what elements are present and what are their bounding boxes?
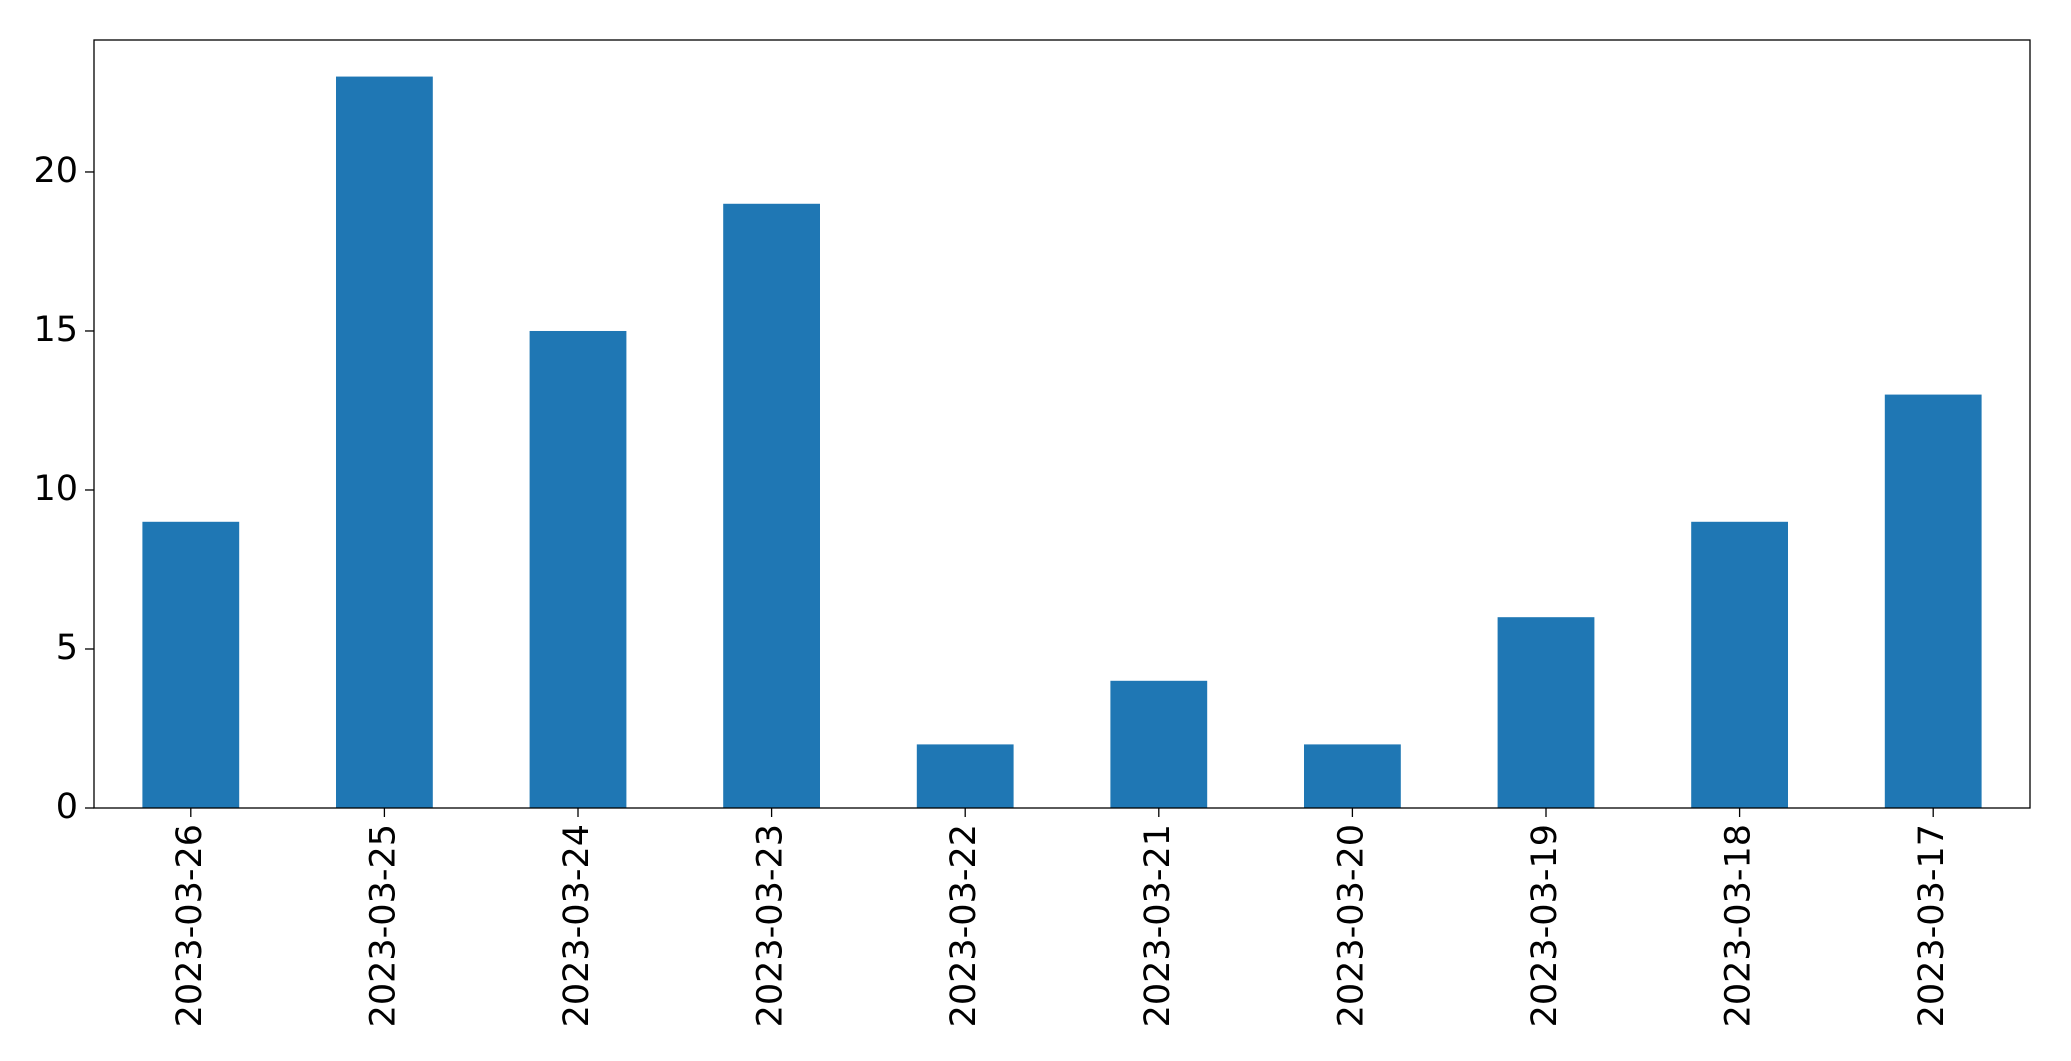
y-tick-label: 10 <box>33 469 78 509</box>
bar <box>1110 680 1208 808</box>
y-tick-label: 15 <box>33 310 78 350</box>
bar <box>916 744 1014 808</box>
bar <box>1304 744 1401 808</box>
x-tick-label: 2023-03-25 <box>363 824 403 1027</box>
y-tick-label: 20 <box>33 151 78 191</box>
y-tick-label: 5 <box>56 628 78 668</box>
bar <box>336 76 433 809</box>
y-tick-label: 0 <box>56 787 78 827</box>
x-tick-label: 2023-03-23 <box>751 824 791 1027</box>
x-tick-label: 2023-03-21 <box>1138 824 1178 1027</box>
x-tick-label: 2023-03-22 <box>944 824 984 1027</box>
bar <box>723 203 820 809</box>
bar <box>142 521 240 808</box>
bar <box>1497 617 1595 808</box>
bar <box>1691 521 1788 808</box>
plot-frame <box>93 39 2031 809</box>
x-tick-label: 2023-03-26 <box>170 824 210 1027</box>
x-tick-label: 2023-03-24 <box>557 824 597 1027</box>
x-tick-label: 2023-03-17 <box>1912 824 1952 1027</box>
x-tick-label: 2023-03-18 <box>1719 824 1759 1027</box>
x-tick-label: 2023-03-19 <box>1525 824 1565 1027</box>
x-tick-label: 2023-03-20 <box>1331 824 1371 1027</box>
bar <box>529 330 627 808</box>
bar <box>1884 394 1982 808</box>
